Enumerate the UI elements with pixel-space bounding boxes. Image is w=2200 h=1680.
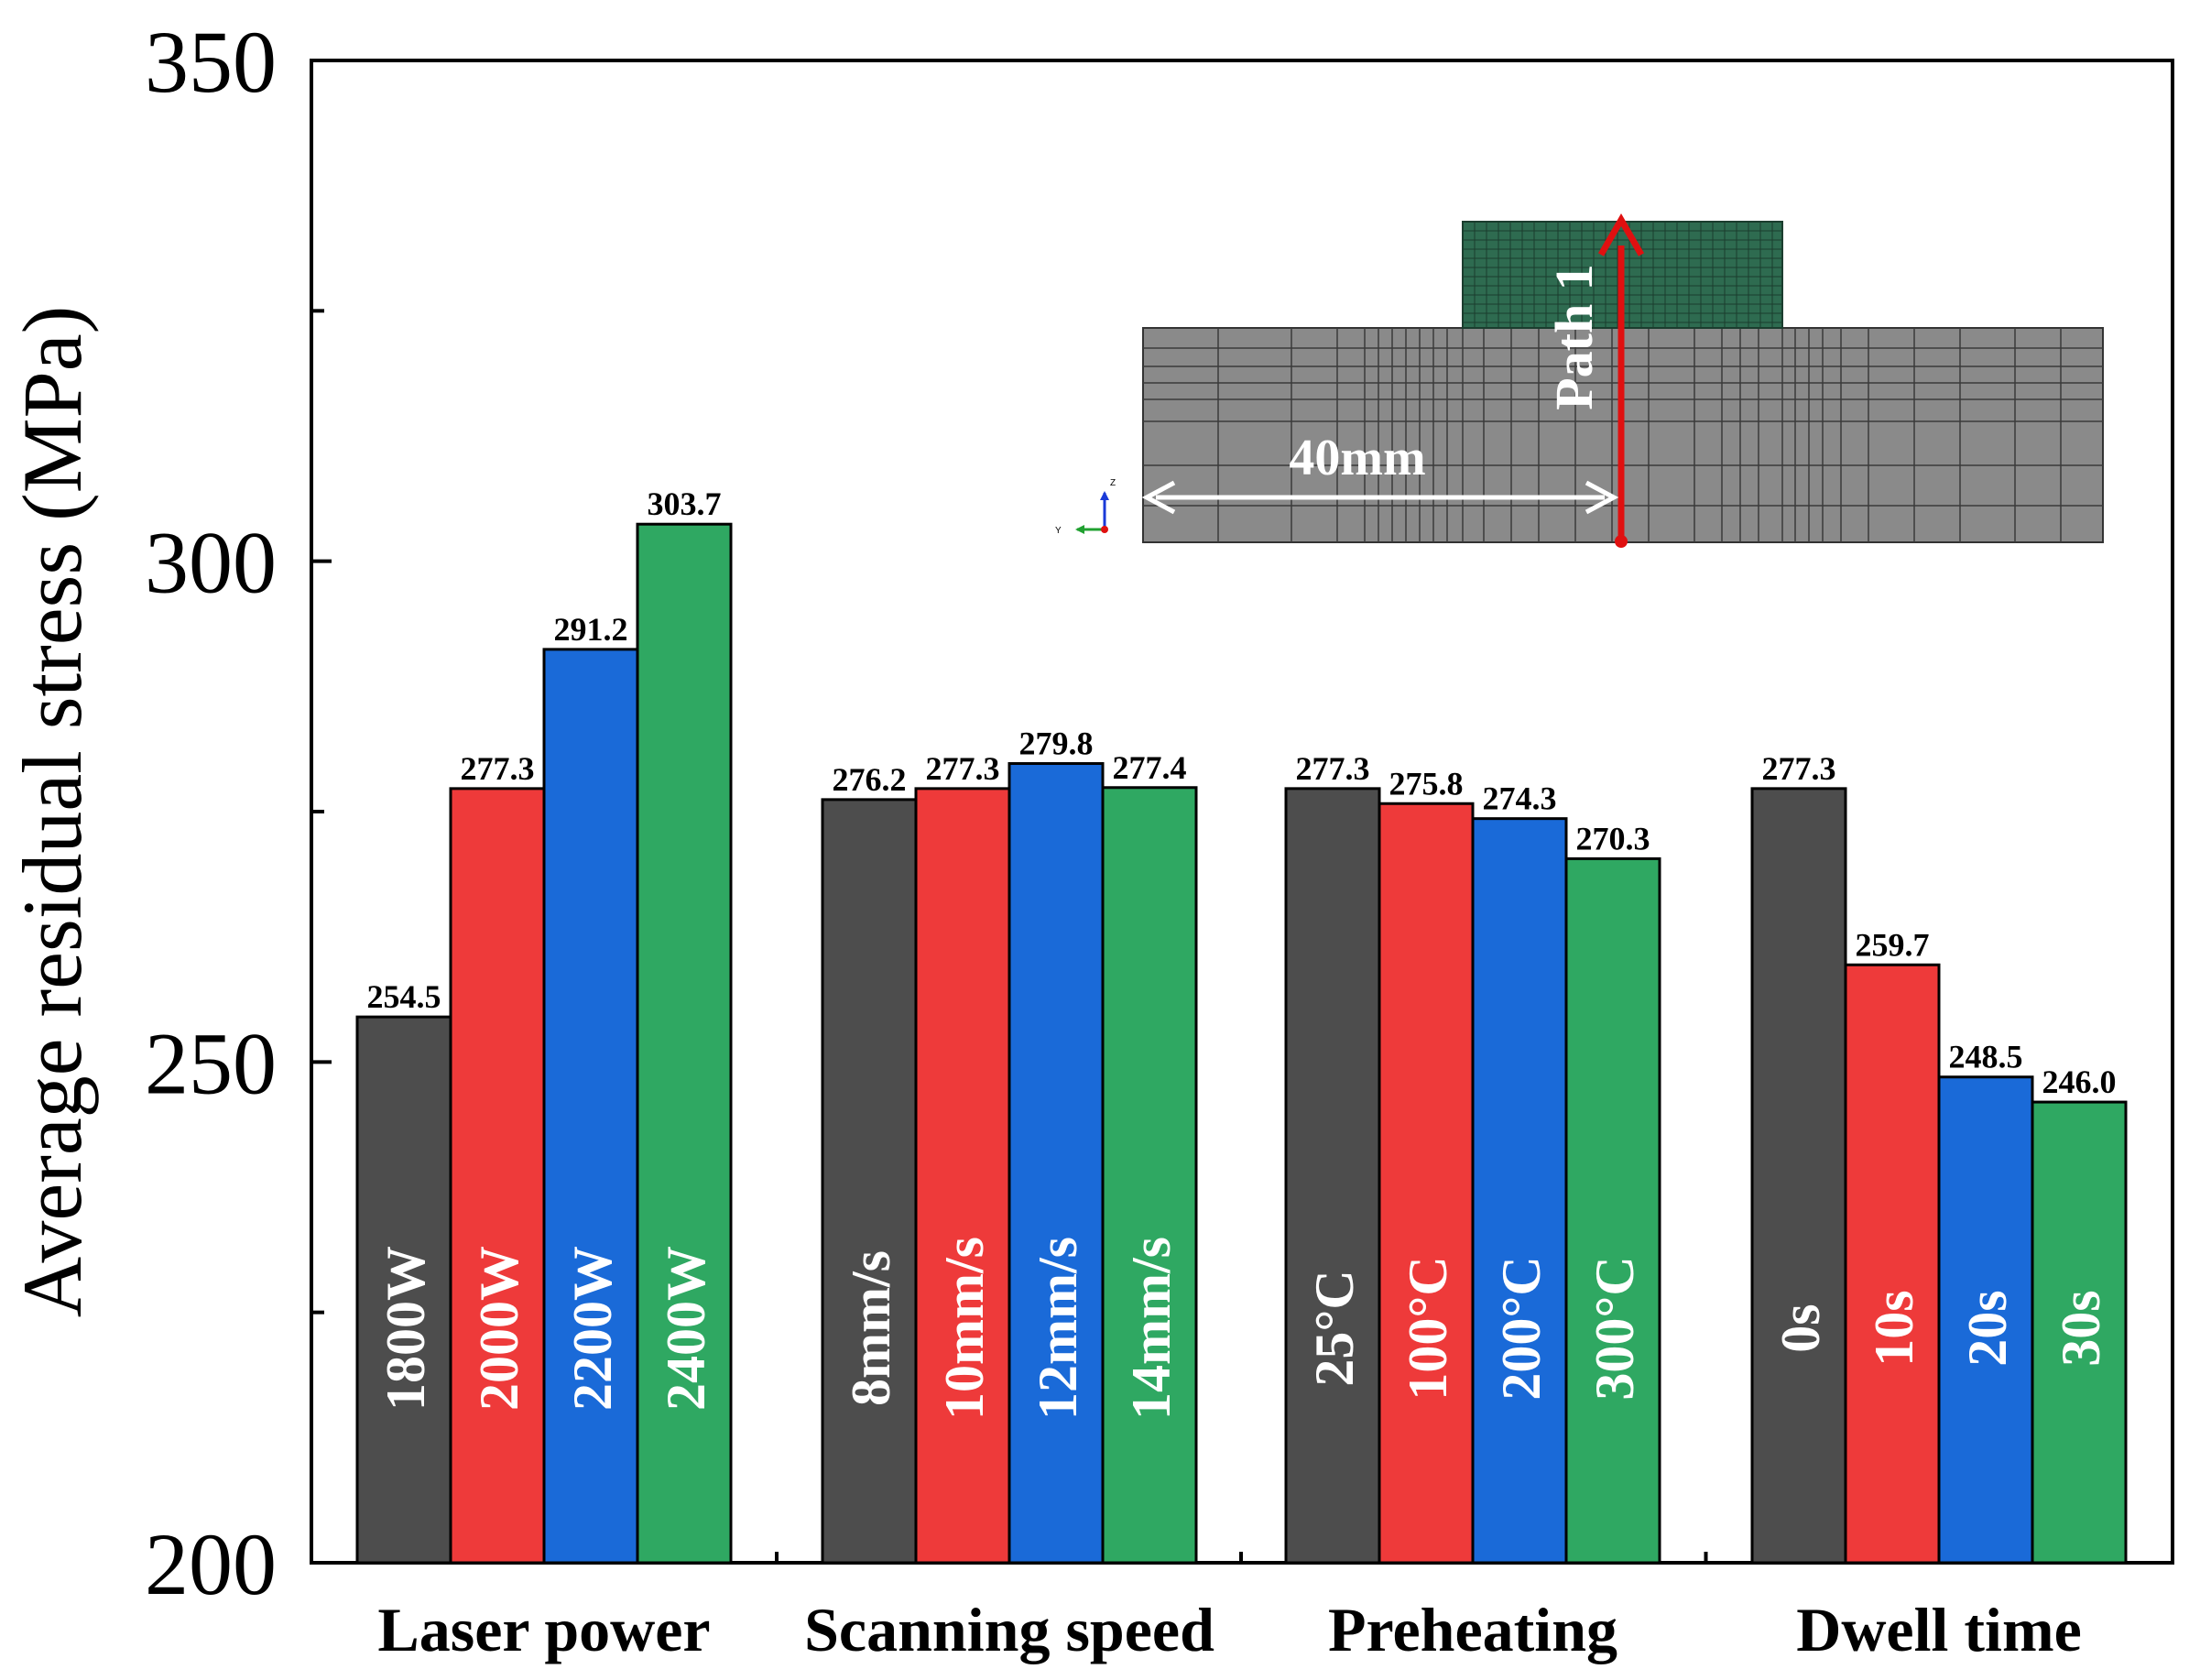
x-group-label: Laser power <box>377 1595 710 1664</box>
bar-category-label: 10mm/s <box>934 1237 995 1420</box>
path-label: Path 1 <box>1544 264 1604 410</box>
bar <box>1750 787 1847 1565</box>
path-arrow-head <box>1597 213 1645 256</box>
bar-value-label: 277.3 <box>1296 750 1370 787</box>
x-group-label: Scanning speed <box>804 1595 1214 1664</box>
bar <box>1471 817 1568 1565</box>
bar-category-label: 30s <box>2051 1290 2111 1366</box>
z-axis-head <box>1100 491 1109 500</box>
bar-category-label: 12mm/s <box>1028 1237 1088 1420</box>
y-tick-label: 250 <box>145 1014 277 1112</box>
bar-category-label: 2400W <box>656 1246 716 1411</box>
bar-value-label: 277.4 <box>1113 749 1187 786</box>
bar-category-label: 1800W <box>376 1246 436 1411</box>
bar-category-label: 14mm/s <box>1121 1237 1182 1420</box>
bar <box>355 1015 452 1565</box>
bar <box>449 787 546 1565</box>
bar-value-label: 303.7 <box>648 485 722 522</box>
labels: 254.5 1800W 277.3 2000W 291.2 2200W 303.7 2400W… <box>367 485 2117 1664</box>
y-axis-label: Y <box>1055 526 1062 536</box>
bar-value-label: 270.3 <box>1576 820 1650 856</box>
bars <box>355 522 2128 1565</box>
bar-category-label: 25°C <box>1304 1270 1365 1386</box>
bar-value-label: 277.3 <box>926 750 1000 787</box>
bar-value-label: 254.5 <box>367 978 441 1015</box>
bar-value-label: 277.3 <box>461 750 535 787</box>
inset-mesh-diagram: Path 1 40mm Z Y <box>1055 213 2104 548</box>
bar <box>821 798 918 1565</box>
bar-category-label: 100°C <box>1398 1256 1458 1400</box>
bar-category-label: 2000W <box>469 1246 529 1411</box>
bar-category-label: 8mm/s <box>841 1250 901 1406</box>
dimension-arrow-head-right <box>1585 480 1619 515</box>
x-group-label: Preheating <box>1328 1595 1617 1664</box>
bar <box>2031 1100 2128 1565</box>
bar-value-label: 248.5 <box>1949 1039 2023 1075</box>
bar-category-label: 2200W <box>562 1246 623 1411</box>
axis-origin <box>1101 526 1108 533</box>
bar <box>1007 762 1105 1565</box>
bar-category-label: 300°C <box>1585 1256 1645 1400</box>
y-axis-head <box>1075 525 1084 534</box>
y-tick-label: 200 <box>145 1515 277 1613</box>
y-axis-title: Average residual stress (MPa) <box>5 306 99 1318</box>
bar-category-label: 10s <box>1864 1290 1924 1366</box>
bar-value-label: 277.3 <box>1762 750 1836 787</box>
bar <box>1378 802 1475 1565</box>
axes: 200 250 300 350 Average residual stress (MPa… <box>5 13 2174 1613</box>
bar-value-label: 246.0 <box>2042 1064 2117 1100</box>
y-tick-label: 350 <box>145 13 277 111</box>
bar-value-label: 291.2 <box>554 611 628 648</box>
bar-category-label: 20s <box>1957 1290 2018 1366</box>
bar <box>1101 786 1198 1565</box>
bar-category-label: 0s <box>1770 1304 1831 1352</box>
bar <box>1844 963 1941 1565</box>
bar <box>1284 787 1381 1565</box>
bar-category-label: 200°C <box>1491 1256 1552 1400</box>
bar <box>542 648 639 1565</box>
bar <box>1937 1075 2034 1565</box>
path-start-dot <box>1615 535 1628 548</box>
bar <box>914 787 1011 1565</box>
dimension-arrow-head-left <box>1141 480 1176 515</box>
z-axis-label: Z <box>1110 478 1116 488</box>
bar-value-label: 276.2 <box>833 761 907 798</box>
bar-value-label: 259.7 <box>1856 926 1930 963</box>
x-group-label: Dwell time <box>1796 1595 2082 1664</box>
bar <box>1564 856 1661 1565</box>
y-tick-label: 300 <box>145 514 277 612</box>
bar-value-label: 275.8 <box>1389 765 1464 802</box>
bar-value-label: 279.8 <box>1019 725 1094 762</box>
dimension-label: 40mm <box>1289 430 1425 486</box>
bar-value-label: 274.3 <box>1483 780 1557 817</box>
bar <box>636 522 733 1565</box>
